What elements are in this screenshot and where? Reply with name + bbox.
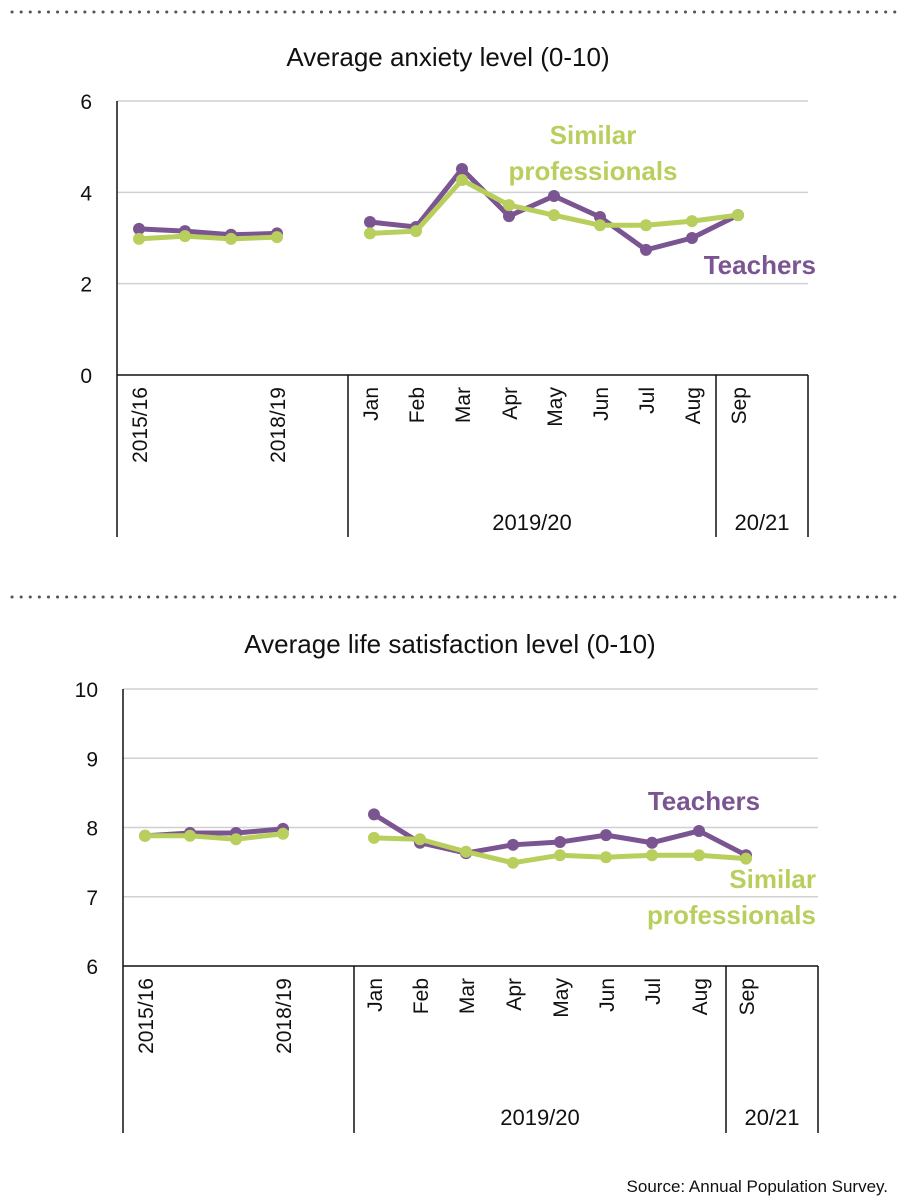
teachers-point [368,808,380,821]
life-satisfaction-chart-title: Average life satisfaction level (0-10) [244,629,655,659]
similar-professionals-point [410,225,422,238]
similar-professionals-point [507,856,519,869]
y-tick-label: 10 [75,679,98,702]
similar-professionals-point [225,232,237,245]
similar-professionals-point [364,227,376,240]
teachers-point [364,216,376,229]
y-tick-label: 8 [86,818,98,841]
similar-professionals-series-label: professionals [508,156,677,186]
y-tick-label: 4 [80,182,92,205]
teachers-point [594,210,606,223]
similar-professionals-point [693,849,705,862]
x-category-label: May [544,387,567,427]
x-category-label: Aug [689,978,712,1015]
x-category-label: Sep [728,387,751,424]
y-tick-label: 6 [80,91,92,114]
y-tick-label: 2 [80,274,92,297]
teachers-point [503,210,515,223]
similar-professionals-point [139,829,151,842]
similar-professionals-line [145,831,284,842]
similar-professionals-point [503,199,515,212]
similar-professionals-series-label: professionals [647,900,816,930]
teachers-series-label: Teachers [648,786,760,816]
x-category-label: Mar [452,387,475,423]
similar-professionals-point [740,852,752,865]
x-category-label: Jan [364,978,387,1012]
similar-professionals-line [369,177,739,236]
x-category-label: 2015/16 [129,387,152,463]
teachers-point [640,243,652,256]
teachers-point [548,189,560,202]
teachers-point [456,163,468,176]
similar-professionals-point [646,849,658,862]
similar-professionals-point [460,845,472,858]
x-category-label: Sep [736,978,759,1015]
x-group-label: 20/21 [734,510,789,535]
similar-professionals-point [271,231,283,244]
similar-professionals-point [133,232,145,245]
similar-professionals-point [184,829,196,842]
anxiety-chart-title: Average anxiety level (0-10) [286,42,609,72]
x-category-label: Aug [682,387,705,424]
x-category-label: Jan [360,387,383,421]
similar-professionals-point [686,215,698,228]
teachers-point [646,836,658,849]
x-group-label: 2019/20 [492,510,572,535]
similar-professionals-point [277,827,289,840]
x-category-label: Jul [636,387,659,414]
x-category-label: Apr [499,387,522,420]
similar-professionals-point [179,230,191,243]
similar-professionals-point [732,209,744,222]
x-category-label: 2015/16 [135,978,158,1054]
similar-professionals-point [368,831,380,844]
life-satisfaction-chart: Average life satisfaction level (0-10) 6… [75,629,819,1133]
x-category-label: Mar [456,978,479,1014]
x-category-label: Jun [590,387,613,421]
teachers-line [138,226,278,238]
x-category-label: Feb [406,387,429,423]
y-tick-label: 9 [86,748,98,771]
y-tick-label: 7 [86,887,98,910]
teachers-point [133,222,145,235]
x-category-label: Jun [596,978,619,1012]
x-group-label: 2019/20 [500,1105,580,1130]
teachers-point [507,838,519,851]
similar-professionals-point [594,219,606,232]
x-category-label: Jul [642,978,665,1005]
x-category-label: 2018/19 [267,387,290,463]
teachers-point [693,824,705,837]
teachers-series-label: Teachers [704,250,816,280]
similar-professionals-series-label: Similar [550,120,637,150]
similar-professionals-point [230,833,242,846]
teachers-line [372,812,748,858]
x-group-label: 20/21 [744,1105,799,1130]
y-tick-label: 0 [80,365,92,388]
similar-professionals-series-label: Similar [729,864,816,894]
similar-professionals-point [548,209,560,222]
similar-professionals-point [554,849,566,862]
teachers-point [686,232,698,244]
similar-professionals-point [414,833,426,846]
similar-professionals-point [600,851,612,864]
x-category-label: Feb [410,978,433,1014]
similar-professionals-point [456,174,468,187]
x-category-label: Apr [503,978,526,1011]
x-category-label: May [550,978,573,1018]
similar-professionals-line [138,233,278,242]
x-category-label: 2018/19 [273,978,296,1054]
y-tick-label: 6 [86,956,98,979]
teachers-point [554,836,566,849]
similar-professionals-point [640,219,652,232]
teachers-point [600,829,612,842]
anxiety-chart: Average anxiety level (0-10) 0 2 4 6 2015/16… [80,42,816,537]
source-note: Source: Annual Population Survey. [627,1177,888,1196]
